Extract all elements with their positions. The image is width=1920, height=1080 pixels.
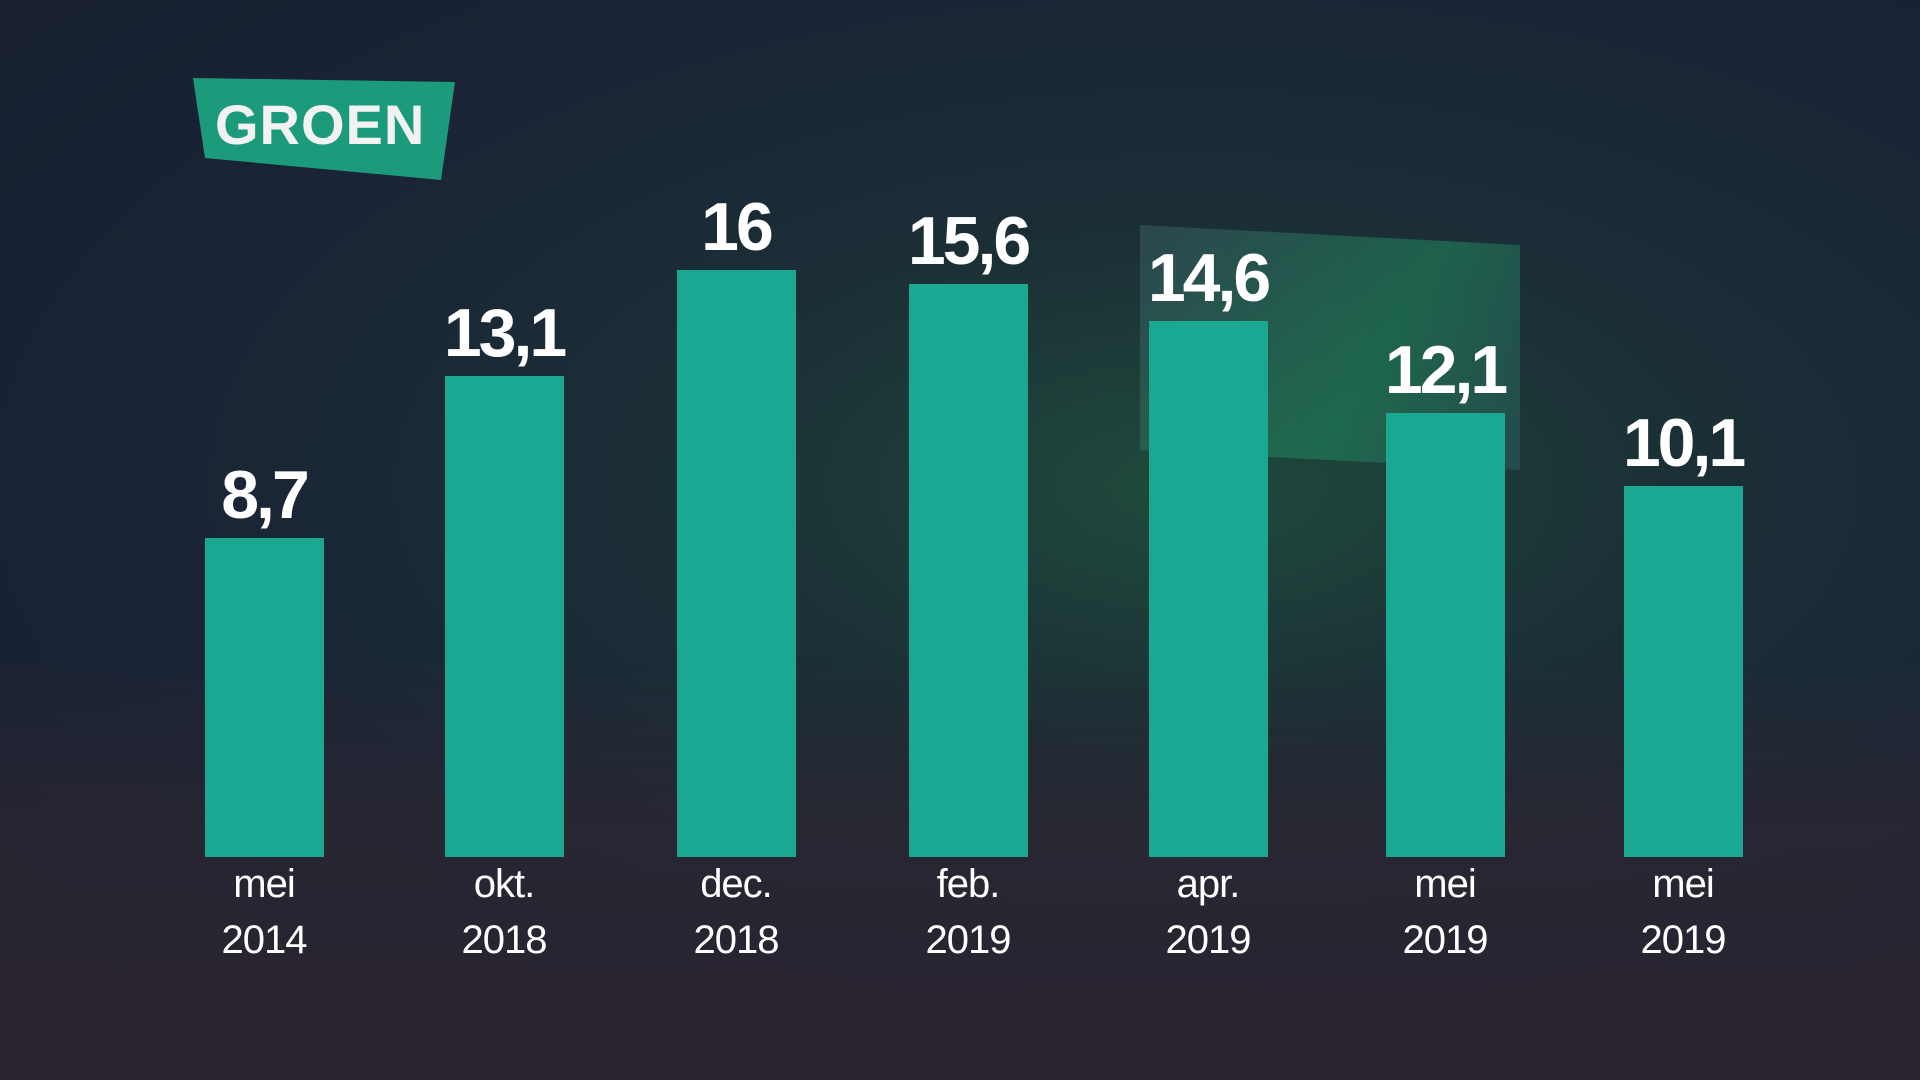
data-label: 12,1 (1384, 331, 1508, 408)
data-label: 13,1 (443, 295, 567, 372)
data-label: 14,6 (1147, 240, 1271, 317)
bar (1385, 412, 1505, 857)
data-label: 15,6 (907, 203, 1031, 280)
category-month: feb. (936, 862, 1001, 906)
bar (908, 284, 1028, 857)
category-label: mei 2019 (1345, 856, 1545, 968)
bar (1148, 321, 1268, 857)
category-label: apr. 2019 (1108, 856, 1308, 968)
category-year: 2019 (1402, 918, 1489, 962)
data-label: 16 (701, 188, 774, 265)
category-label: dec. 2018 (636, 856, 836, 968)
bar (204, 537, 324, 857)
bar (1623, 486, 1743, 857)
category-month: dec. (700, 862, 773, 906)
category-year: 2018 (693, 918, 780, 962)
category-year: 2019 (1165, 918, 1252, 962)
category-month: mei (233, 862, 295, 906)
logo-text: GROEN (215, 93, 426, 156)
category-month: apr. (1176, 862, 1241, 906)
category-label: okt. 2018 (404, 856, 604, 968)
category-year: 2014 (221, 918, 308, 962)
category-label: feb. 2019 (868, 856, 1068, 968)
category-year: 2019 (925, 918, 1012, 962)
category-label: mei 2014 (164, 856, 364, 968)
data-label: 10,1 (1622, 405, 1746, 482)
bar (444, 376, 564, 857)
category-month: mei (1652, 862, 1714, 906)
category-year: 2019 (1640, 918, 1727, 962)
bar (676, 269, 796, 857)
category-month: okt. (473, 862, 535, 906)
category-year: 2018 (461, 918, 548, 962)
groen-logo: GROEN (193, 78, 455, 180)
category-month: mei (1414, 862, 1476, 906)
category-label: mei 2019 (1583, 856, 1783, 968)
data-label: 8,7 (221, 456, 310, 533)
